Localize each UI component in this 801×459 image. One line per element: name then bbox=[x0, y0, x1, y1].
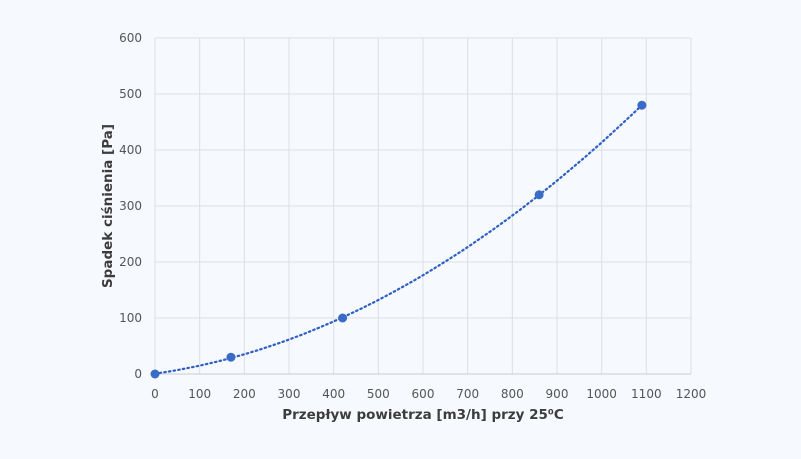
x-tick-label: 1200 bbox=[676, 387, 707, 401]
y-tick-label: 600 bbox=[119, 31, 142, 45]
x-tick-label: 1100 bbox=[631, 387, 662, 401]
data-points bbox=[150, 100, 647, 379]
x-tick-label: 700 bbox=[456, 387, 479, 401]
y-tick-label: 200 bbox=[119, 255, 142, 269]
trendline bbox=[153, 104, 643, 375]
x-tick-label: 100 bbox=[188, 387, 211, 401]
data-point bbox=[534, 190, 544, 200]
data-point bbox=[637, 100, 647, 110]
data-point bbox=[338, 313, 348, 323]
data-point bbox=[226, 352, 236, 362]
x-tick-label: 400 bbox=[322, 387, 345, 401]
y-tick-label: 500 bbox=[119, 87, 142, 101]
x-tick-labels: 0 100 200 300 400 500 600 700 800 900 1000 1100 1200 bbox=[151, 387, 706, 401]
x-tick-label: 900 bbox=[546, 387, 569, 401]
data-point bbox=[150, 369, 160, 379]
x-tick-label: 0 bbox=[151, 387, 159, 401]
x-tick-label: 800 bbox=[501, 387, 524, 401]
y-tick-label: 100 bbox=[119, 311, 142, 325]
grid bbox=[154, 37, 692, 375]
x-tick-label: 200 bbox=[233, 387, 256, 401]
y-tick-labels: 0 100 200 300 400 500 600 bbox=[119, 31, 142, 381]
x-axis-title: Przepływ powietrza [m3/h] przy 25⁰C bbox=[282, 407, 564, 423]
x-tick-label: 1000 bbox=[586, 387, 617, 401]
y-tick-label: 300 bbox=[119, 199, 142, 213]
y-tick-label: 400 bbox=[119, 143, 142, 157]
x-tick-label: 500 bbox=[367, 387, 390, 401]
y-axis-title: Spadek ciśnienia [Pa] bbox=[100, 124, 116, 288]
x-tick-label: 600 bbox=[412, 387, 435, 401]
x-tick-label: 300 bbox=[278, 387, 301, 401]
y-tick-label: 0 bbox=[134, 367, 142, 381]
